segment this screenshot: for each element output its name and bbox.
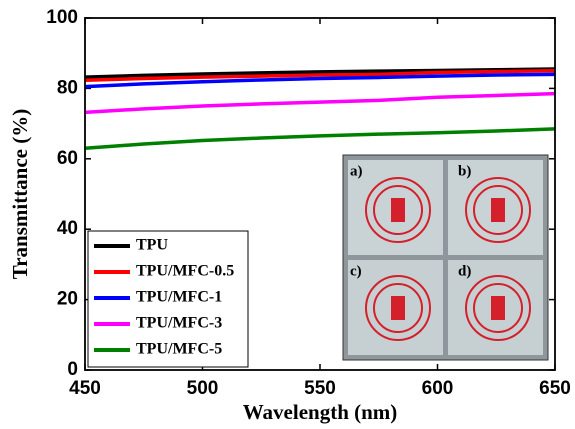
series-line	[84, 67, 556, 79]
x-tick-label: 650	[539, 378, 571, 399]
series-line	[84, 72, 556, 89]
inset-label: c)	[350, 263, 362, 279]
x-axis-label: Wavelength (nm)	[243, 400, 398, 424]
inset-label: a)	[350, 163, 363, 179]
x-tick-label: 450	[69, 378, 101, 399]
y-tick-label: 80	[57, 77, 78, 98]
x-tick-label: 600	[422, 378, 454, 399]
legend-label: TPU	[136, 237, 168, 254]
y-tick-label: 40	[57, 218, 78, 239]
inset: a) b) c) d)	[342, 154, 549, 361]
legend-label: TPU/MFC-0.5	[136, 263, 234, 280]
inset-label: d)	[458, 263, 471, 279]
y-tick-label: 60	[57, 148, 78, 169]
y-tick-label: 0	[67, 359, 78, 380]
series-line	[84, 69, 556, 83]
x-tick-label: 550	[304, 378, 336, 399]
inset-label: b)	[458, 163, 471, 179]
legend-label: TPU/MFC-3	[136, 315, 222, 332]
x-tick-label: 500	[187, 378, 219, 399]
y-tick-label: 100	[46, 7, 78, 28]
plot-frame	[84, 17, 556, 371]
y-axis-label: Transmittance (%)	[8, 109, 32, 280]
legend-label: TPU/MFC-5	[136, 341, 222, 358]
legend-label: TPU/MFC-1	[136, 289, 222, 306]
series-line	[84, 91, 556, 115]
series-line	[84, 127, 556, 150]
y-tick-label: 20	[57, 289, 78, 310]
